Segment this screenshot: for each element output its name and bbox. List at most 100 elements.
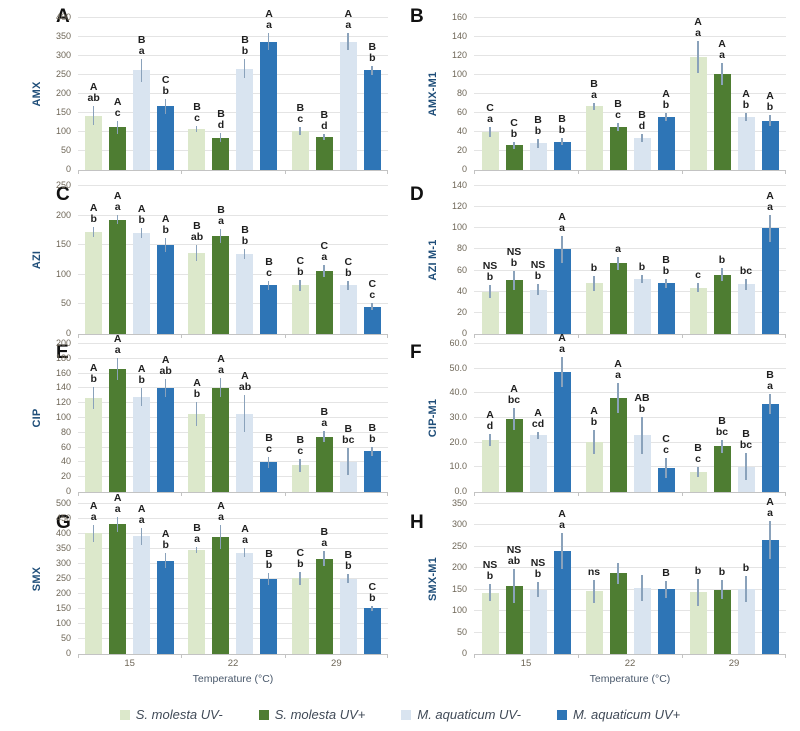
y-tick-label: 0 <box>65 328 71 338</box>
gridline <box>78 303 388 305</box>
bar-slot: B a <box>133 18 151 170</box>
y-tick-label: 140 <box>451 31 467 41</box>
y-tick-label: 120 <box>451 201 467 212</box>
chart-panel-b: B AMX-M1 0 20 40 60 80 100 120 140 160 C a C b B b B b… <box>400 0 800 180</box>
bar-slot: A a <box>553 504 571 654</box>
bar-1 <box>585 441 603 492</box>
error-bar <box>537 284 539 295</box>
significance-label: C b <box>368 581 377 604</box>
gridline <box>474 93 786 94</box>
bar-group: C b B a B b C b <box>285 504 388 654</box>
x-tick-mark <box>78 335 79 338</box>
bar-group: A a A a A b A b <box>682 16 786 170</box>
error-bar <box>745 279 747 290</box>
bar-slot: B a <box>315 504 333 654</box>
error-bar <box>745 576 747 603</box>
significance-label: A c <box>113 95 122 119</box>
bar-group: C b C a C b C c <box>285 186 388 334</box>
error-bar <box>721 580 723 600</box>
bar-slot <box>633 504 651 654</box>
bar-4 <box>761 228 779 334</box>
y-axis-title: AZI M-1 <box>427 239 439 281</box>
bar-slot: A b <box>133 344 151 492</box>
y-axis-ticks: 0.0 10.0 20.0 30.0 40.0 50.0 60.0 <box>440 339 474 496</box>
bar-slot: B d <box>315 18 333 170</box>
bar-2 <box>505 586 523 654</box>
y-axis-ticks: 0 20 40 60 80 100 120 140 160 180 200 <box>44 339 78 496</box>
error-bar <box>323 264 325 277</box>
gridline <box>474 524 786 526</box>
error-bar <box>641 133 643 142</box>
significance-label: A a <box>217 500 225 523</box>
bar-1 <box>188 252 206 334</box>
significance-label: A a <box>558 332 566 356</box>
bar-2 <box>713 74 731 170</box>
error-bar <box>299 127 301 135</box>
error-bar <box>721 62 723 86</box>
bar-3 <box>529 143 547 170</box>
panel-letter: E <box>56 342 69 363</box>
significance-label: a <box>615 242 621 255</box>
gridline <box>78 402 388 404</box>
gridline <box>474 112 786 113</box>
y-tick-label: 200 <box>55 88 71 98</box>
chart-panel-h: H SMX-M1 0 50 100 150 200 250 300 350 NS b NS ab NS … <box>400 492 800 692</box>
chart-area: AMX-M1 0 20 40 60 80 100 120 140 160 C a C b B b B b B… <box>426 13 786 174</box>
gridline <box>78 185 388 186</box>
gridline <box>474 248 786 250</box>
significance-label: C c <box>662 432 670 456</box>
significance-label: B bc <box>715 415 729 439</box>
error-bar <box>243 548 246 558</box>
bar-slot: A b <box>133 186 151 334</box>
bar-slot: a <box>609 186 627 334</box>
significance-label: A b <box>137 203 146 227</box>
x-tick-mark <box>284 655 286 658</box>
error-bar <box>243 249 246 259</box>
gridline <box>78 17 388 18</box>
bar-slot: A a <box>761 496 779 654</box>
y-tick-label: 200 <box>55 209 71 220</box>
bar-3 <box>339 578 357 654</box>
y-tick-label: 50 <box>456 626 467 637</box>
x-tick-label: 22 <box>624 658 636 669</box>
x-tick-mark <box>181 655 183 658</box>
gridline <box>474 466 786 468</box>
bar-2 <box>713 274 731 334</box>
error-bar <box>371 606 373 611</box>
x-axis-title: Temperature (°C) <box>589 673 671 685</box>
bar-3 <box>633 137 651 170</box>
significance-label: bc <box>739 265 753 278</box>
bar-3 <box>133 536 151 654</box>
error-bar <box>323 431 325 442</box>
error-bar <box>513 569 515 604</box>
bar-slot: A b <box>85 344 103 492</box>
y-tick-label: 0 <box>461 328 467 338</box>
significance-label: AB b <box>634 391 650 415</box>
significance-label: A b <box>89 202 98 226</box>
bar-slot: A a <box>109 334 127 492</box>
legend-marker-icon <box>556 709 567 720</box>
y-axis-title-column: AZI M-1 <box>426 186 440 334</box>
error-bar <box>116 120 119 135</box>
error-bar <box>697 578 699 606</box>
y-axis-title-column: CIP-M1 <box>426 344 440 492</box>
error-bar <box>164 237 167 252</box>
chart-panel-f: F CIP-M1 0.0 10.0 20.0 30.0 40.0 50.0 60.0 A d A b… <box>400 332 800 496</box>
bar-4 <box>553 249 571 334</box>
bar-group: A ab A c B a C b <box>78 18 181 170</box>
y-tick-label: 150 <box>55 603 71 613</box>
significance-label: B c <box>296 433 305 457</box>
legend-item-3: M. aquaticum UV- <box>401 707 521 722</box>
y-axis-title-column: AMX <box>30 18 44 170</box>
x-tick-label: 29 <box>728 658 740 669</box>
x-tick-mark <box>577 335 579 338</box>
error-bar <box>92 227 95 237</box>
y-tick-label: 120 <box>451 50 467 60</box>
bar-slot: A d <box>481 344 499 492</box>
bar-4 <box>761 120 779 170</box>
significance-label: B b <box>241 224 249 248</box>
significance-label: b <box>590 261 598 274</box>
bar-slot: ns <box>585 504 603 654</box>
significance-label: A ab <box>159 353 172 377</box>
